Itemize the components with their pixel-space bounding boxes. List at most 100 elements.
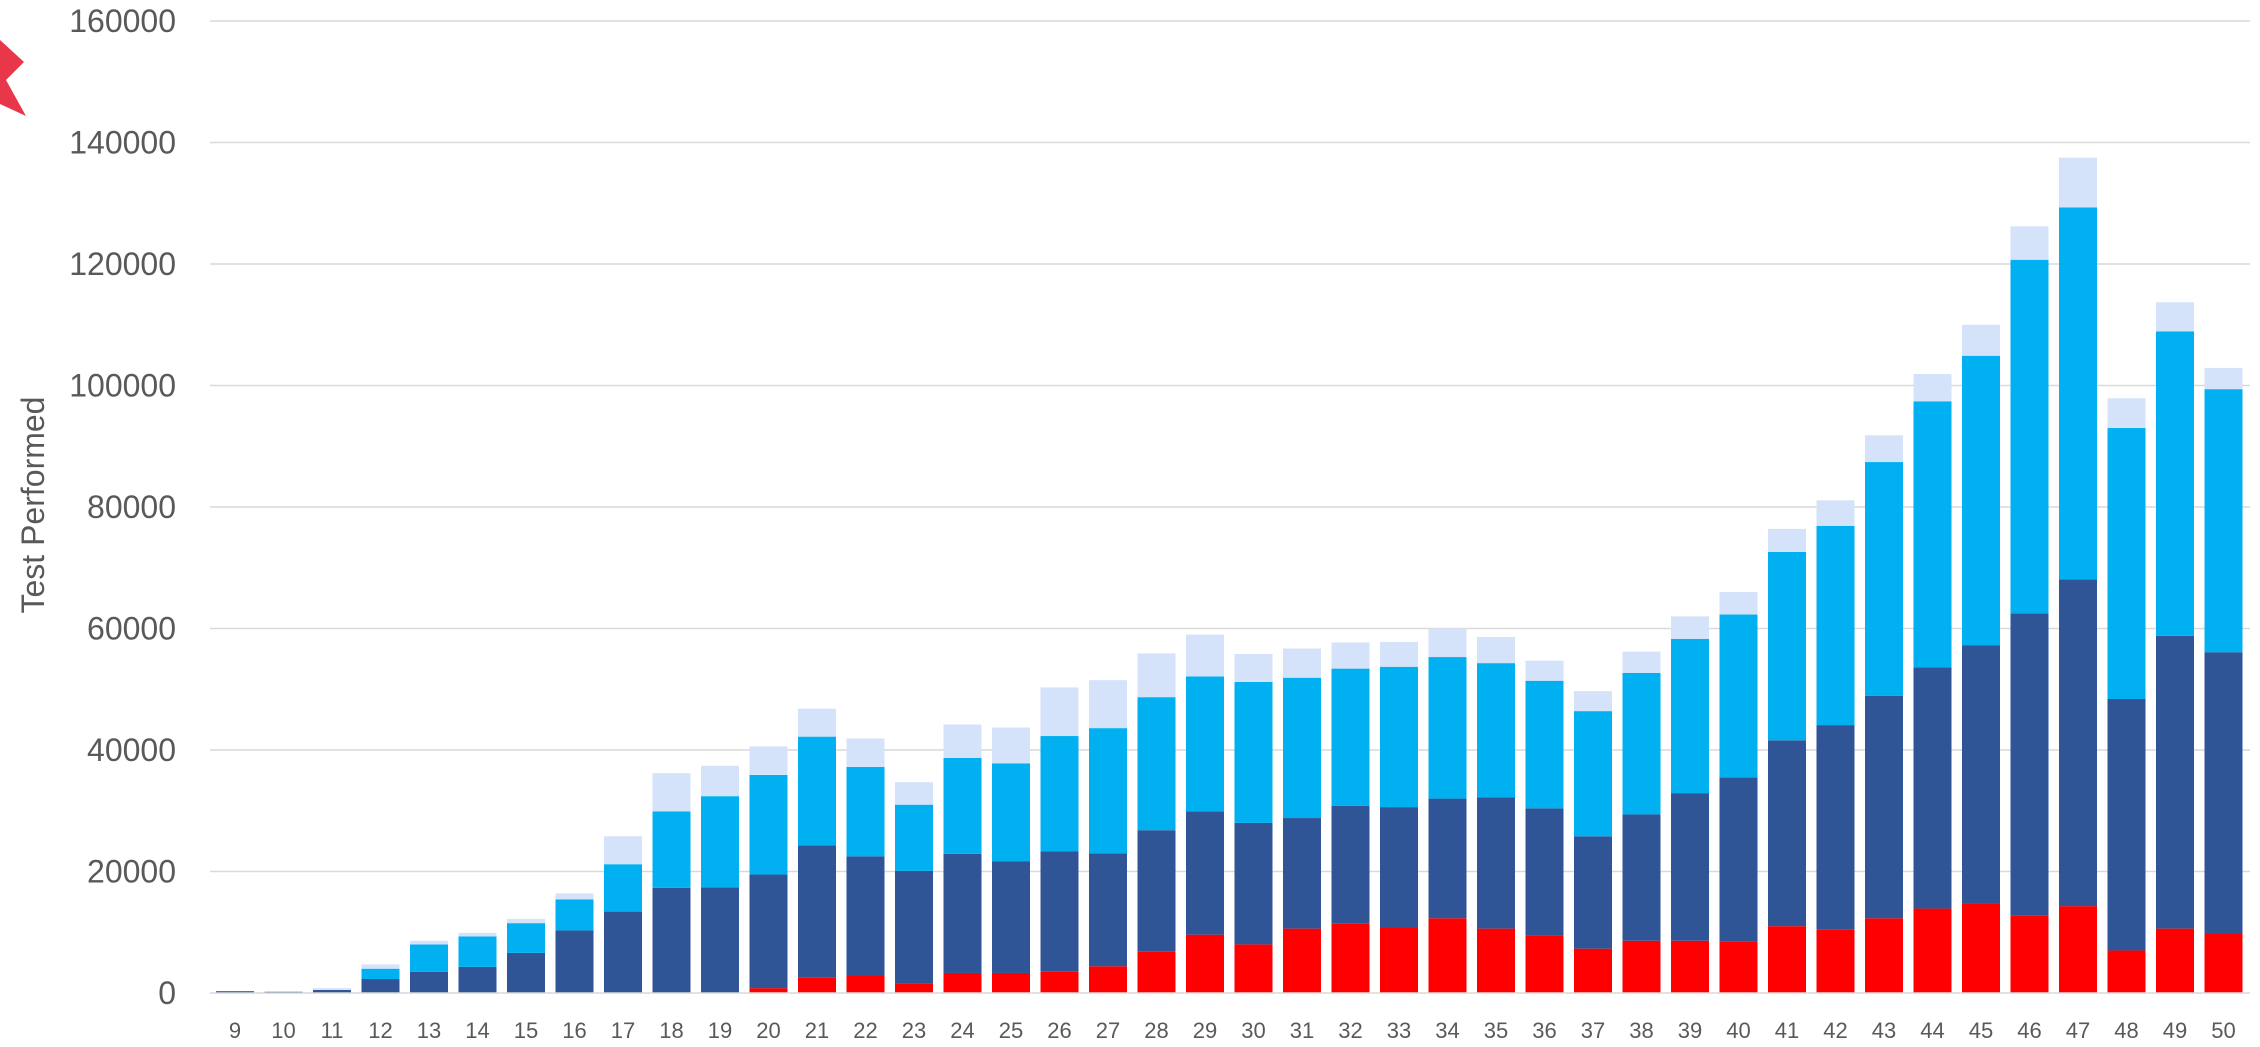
bar-segment-33-2: [1380, 666, 1418, 808]
bar-segment-26-3: [1040, 687, 1079, 737]
bar-segment-50-2: [2204, 389, 2243, 653]
bar-segment-23-3: [895, 782, 933, 805]
x-tick-label: 33: [1387, 1018, 1411, 1042]
logo-fragment-shape: [0, 40, 26, 116]
bars: [216, 157, 2243, 993]
bar-segment-25-2: [992, 763, 1030, 862]
bar-segment-46-3: [2010, 226, 2049, 260]
x-tick-label: 28: [1144, 1018, 1168, 1042]
bar-segment-20-2: [749, 774, 788, 875]
bar-segment-32-3: [1331, 642, 1370, 669]
bar-segment-35-3: [1477, 637, 1515, 664]
bar-segment-28-0: [1137, 951, 1176, 993]
bar-segment-45-1: [1962, 645, 2000, 904]
x-tick-label: 17: [611, 1018, 635, 1042]
bar-segment-23-2: [895, 804, 933, 871]
gridlines: [210, 20, 2250, 873]
bar-segment-17-2: [604, 864, 642, 912]
x-tick-label: 20: [756, 1018, 780, 1042]
x-tick-label: 24: [950, 1018, 974, 1042]
bar-segment-32-1: [1331, 805, 1370, 924]
bar-segment-16-3: [555, 893, 594, 900]
x-tick-label: 48: [2114, 1018, 2138, 1042]
x-tick-label: 18: [659, 1018, 683, 1042]
x-tick-label: 47: [2066, 1018, 2090, 1042]
bar-segment-41-1: [1768, 740, 1806, 927]
bar-segment-23-0: [895, 983, 933, 993]
x-tick-label: 26: [1047, 1018, 1071, 1042]
bar-segment-22-3: [846, 738, 885, 768]
x-tick-label: 12: [368, 1018, 392, 1042]
bar-segment-22-0: [846, 975, 885, 993]
bar-segment-36-2: [1525, 680, 1564, 809]
bar-segment-12-2: [361, 968, 400, 980]
x-tick-label: 39: [1678, 1018, 1702, 1042]
x-tick-label: 15: [514, 1018, 538, 1042]
bar-segment-48-2: [2107, 428, 2146, 699]
bar-segment-18-2: [652, 811, 691, 888]
x-tick-label: 44: [1920, 1018, 1944, 1042]
bar-segment-47-2: [2059, 207, 2097, 580]
bar-segment-13-2: [410, 944, 448, 972]
bar-segment-31-3: [1283, 648, 1321, 678]
bar-segment-12-3: [361, 964, 400, 969]
bar-segment-37-1: [1574, 836, 1612, 949]
bar-segment-41-2: [1768, 551, 1806, 741]
bar-segment-30-2: [1234, 681, 1273, 823]
bar-segment-34-3: [1428, 628, 1467, 658]
bar-segment-34-0: [1428, 918, 1467, 993]
y-tick-label: 20000: [87, 854, 176, 890]
bar-segment-16-1: [555, 930, 594, 993]
bar-segment-49-1: [2156, 635, 2194, 929]
bar-segment-21-1: [798, 845, 836, 978]
x-tick-label: 25: [999, 1018, 1023, 1042]
x-tick-label: 30: [1241, 1018, 1265, 1042]
bar-segment-48-1: [2107, 698, 2146, 951]
bar-segment-30-0: [1234, 944, 1273, 993]
bar-segment-17-1: [604, 911, 642, 993]
bar-segment-22-2: [846, 767, 885, 857]
bar-segment-13-3: [410, 940, 448, 945]
bar-segment-36-0: [1525, 935, 1564, 993]
bar-segment-29-1: [1186, 811, 1224, 935]
bar-segment-41-3: [1768, 528, 1806, 552]
bar-segment-42-3: [1816, 500, 1855, 526]
bar-segment-28-1: [1137, 830, 1176, 952]
bar-segment-47-0: [2059, 906, 2097, 993]
bar-segment-45-2: [1962, 355, 2000, 646]
bar-segment-24-2: [943, 757, 982, 854]
bar-segment-37-0: [1574, 948, 1612, 993]
bar-segment-14-3: [458, 932, 497, 937]
bar-segment-24-0: [943, 972, 982, 993]
bar-segment-33-3: [1380, 641, 1418, 667]
x-tick-label: 49: [2163, 1018, 2187, 1042]
bar-segment-45-0: [1962, 903, 2000, 993]
x-tick-label: 19: [708, 1018, 732, 1042]
bar-segment-18-1: [652, 887, 691, 993]
x-tick-label: 10: [271, 1018, 295, 1042]
bar-segment-25-3: [992, 727, 1030, 764]
bar-segment-42-0: [1816, 929, 1855, 993]
bar-segment-26-2: [1040, 736, 1079, 852]
bar-segment-32-0: [1331, 923, 1370, 993]
x-tick-label: 11: [321, 1018, 344, 1042]
bar-segment-47-3: [2059, 157, 2097, 208]
y-tick-label: 100000: [69, 368, 176, 404]
bar-segment-34-2: [1428, 657, 1467, 799]
x-tick-label: 31: [1290, 1018, 1314, 1042]
bar-segment-46-2: [2010, 259, 2049, 614]
bar-segment-15-1: [507, 952, 545, 993]
bar-segment-43-0: [1865, 918, 1903, 993]
bar-segment-39-1: [1671, 793, 1709, 941]
bar-segment-17-3: [604, 836, 642, 865]
x-tick-label: 50: [2211, 1018, 2235, 1042]
x-tick-label: 22: [853, 1018, 877, 1042]
bar-segment-24-3: [943, 724, 982, 758]
bar-segment-27-3: [1089, 680, 1127, 729]
x-tick-label: 16: [562, 1018, 586, 1042]
bar-segment-32-2: [1331, 668, 1370, 806]
bar-segment-35-0: [1477, 928, 1515, 993]
bar-segment-43-2: [1865, 462, 1903, 696]
